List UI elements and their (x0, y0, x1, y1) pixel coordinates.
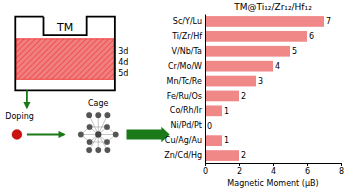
x-tick-label: 2 (237, 167, 242, 176)
x-axis: 0 2 4 6 8 (203, 163, 344, 176)
y-tick-label: Cu/Ag/Au (165, 136, 202, 145)
y-tick: Cr/Mo/W (168, 62, 202, 71)
x-tick: 6 (305, 163, 310, 176)
bar (205, 91, 239, 102)
atom (87, 139, 93, 145)
bar (205, 135, 222, 146)
x-tick-label: 4 (271, 167, 276, 176)
atom (105, 147, 111, 153)
data-label: 7 (326, 17, 331, 26)
bar (205, 31, 307, 42)
y-tick-label: Fe/Ru/Os (167, 92, 202, 101)
x-tick: 0 (203, 163, 208, 176)
atom (104, 139, 110, 145)
y-tick-label: Ti/Zr/Hf (171, 32, 202, 41)
schematic: TM 3d 4d 5d Doping Cage (5, 17, 169, 153)
data-label: 2 (241, 151, 246, 160)
y-tick: Co/Rh/Ir (170, 106, 203, 115)
dopant-arrow (27, 134, 64, 136)
annotation: TM (56, 21, 73, 34)
bar (205, 150, 239, 161)
hatch-rect (16, 39, 114, 79)
doping-arrow (26, 90, 28, 107)
bar (205, 105, 222, 116)
bar (205, 16, 324, 27)
annotation: 4d (118, 58, 128, 67)
cage (78, 112, 118, 153)
x-axis-line (206, 164, 342, 167)
bar (205, 61, 273, 72)
x-tick: 2 (237, 163, 242, 176)
atom (95, 112, 101, 118)
y-tick: Mn/Tc/Re (167, 77, 202, 86)
y-tick: Fe/Ru/Os (167, 92, 202, 101)
annotation: Cage (88, 99, 109, 108)
data-label: 2 (241, 92, 246, 101)
chart-svg: TM 3d 4d 5d Doping Cage 7 6 5 4 3 2 1 0 1 2 0 2 4 6 8 Sc/Y/Lu… (0, 0, 349, 189)
tm-container (15, 17, 115, 91)
y-axis: Sc/Y/Lu Ti/Zr/Hf V/Nb/Ta Cr/Mo/W Mn/Tc/Re Fe/… (164, 15, 205, 164)
atom (104, 124, 110, 130)
annotation: 5d (118, 69, 128, 78)
y-tick-label: Mn/Tc/Re (167, 77, 202, 86)
data-label: 5 (292, 47, 297, 56)
bar (205, 76, 256, 87)
x-tick: 4 (271, 163, 276, 176)
y-tick-label: Sc/Y/Lu (173, 17, 202, 26)
center-atom (95, 131, 101, 137)
data-label: 3 (258, 77, 263, 86)
data-label: 1 (224, 107, 229, 116)
annotation: Doping (5, 112, 34, 121)
y-tick: Sc/Y/Lu (173, 17, 202, 26)
title: TM@Ti₁₂/Zr₁₂/Hf₁₂ (233, 2, 312, 12)
data-label: 0 (207, 122, 212, 131)
x-tick-mark (273, 163, 274, 166)
x-tick-mark (307, 163, 308, 166)
data-label: 1 (224, 136, 229, 145)
y-tick-label: Co/Rh/Ir (170, 106, 203, 115)
atom (87, 124, 93, 130)
x-tick-mark (341, 163, 342, 166)
data-labels: 7 6 5 4 3 2 1 0 1 2 (207, 17, 331, 160)
atom (78, 132, 84, 138)
plot: 7 6 5 4 3 2 1 0 1 2 0 2 4 6 8 Sc/Y/Lu Ti/Zr/Hf V/Nb/Ta Cr/… (164, 15, 344, 176)
dopant (12, 129, 22, 139)
atom (113, 132, 119, 138)
y-tick-label: Ni/Pd/Pt (171, 121, 202, 130)
data-label: 6 (309, 32, 314, 41)
y-tick-label: Zn/Cd/Hg (164, 151, 202, 160)
y-tick-label: Cr/Mo/W (168, 62, 202, 71)
annotation: 3d (118, 47, 128, 56)
x-tick: 8 (339, 163, 344, 176)
y-tick: V/Nb/Ta (172, 47, 202, 56)
atom (105, 112, 111, 118)
y-tick: Ti/Zr/Hf (171, 32, 202, 41)
y-tick: Cu/Ag/Au (165, 136, 202, 145)
y-tick: Ni/Pd/Pt (171, 121, 202, 130)
y-tick: Zn/Cd/Hg (164, 151, 202, 160)
atom (86, 147, 92, 153)
x-tick-label: 0 (203, 167, 208, 176)
data-label: 4 (275, 62, 280, 71)
bars (205, 16, 324, 161)
y-axis-line (205, 15, 206, 164)
big-arrow (127, 127, 170, 143)
x-axis-title: Magnetic Moment (μB) (227, 179, 318, 188)
bar (205, 46, 290, 57)
x-tick-mark (239, 163, 240, 166)
atom (95, 147, 101, 153)
x-tick-label: 8 (339, 167, 344, 176)
atom (86, 112, 92, 118)
x-tick-label: 6 (305, 167, 310, 176)
y-tick-label: V/Nb/Ta (172, 47, 202, 56)
